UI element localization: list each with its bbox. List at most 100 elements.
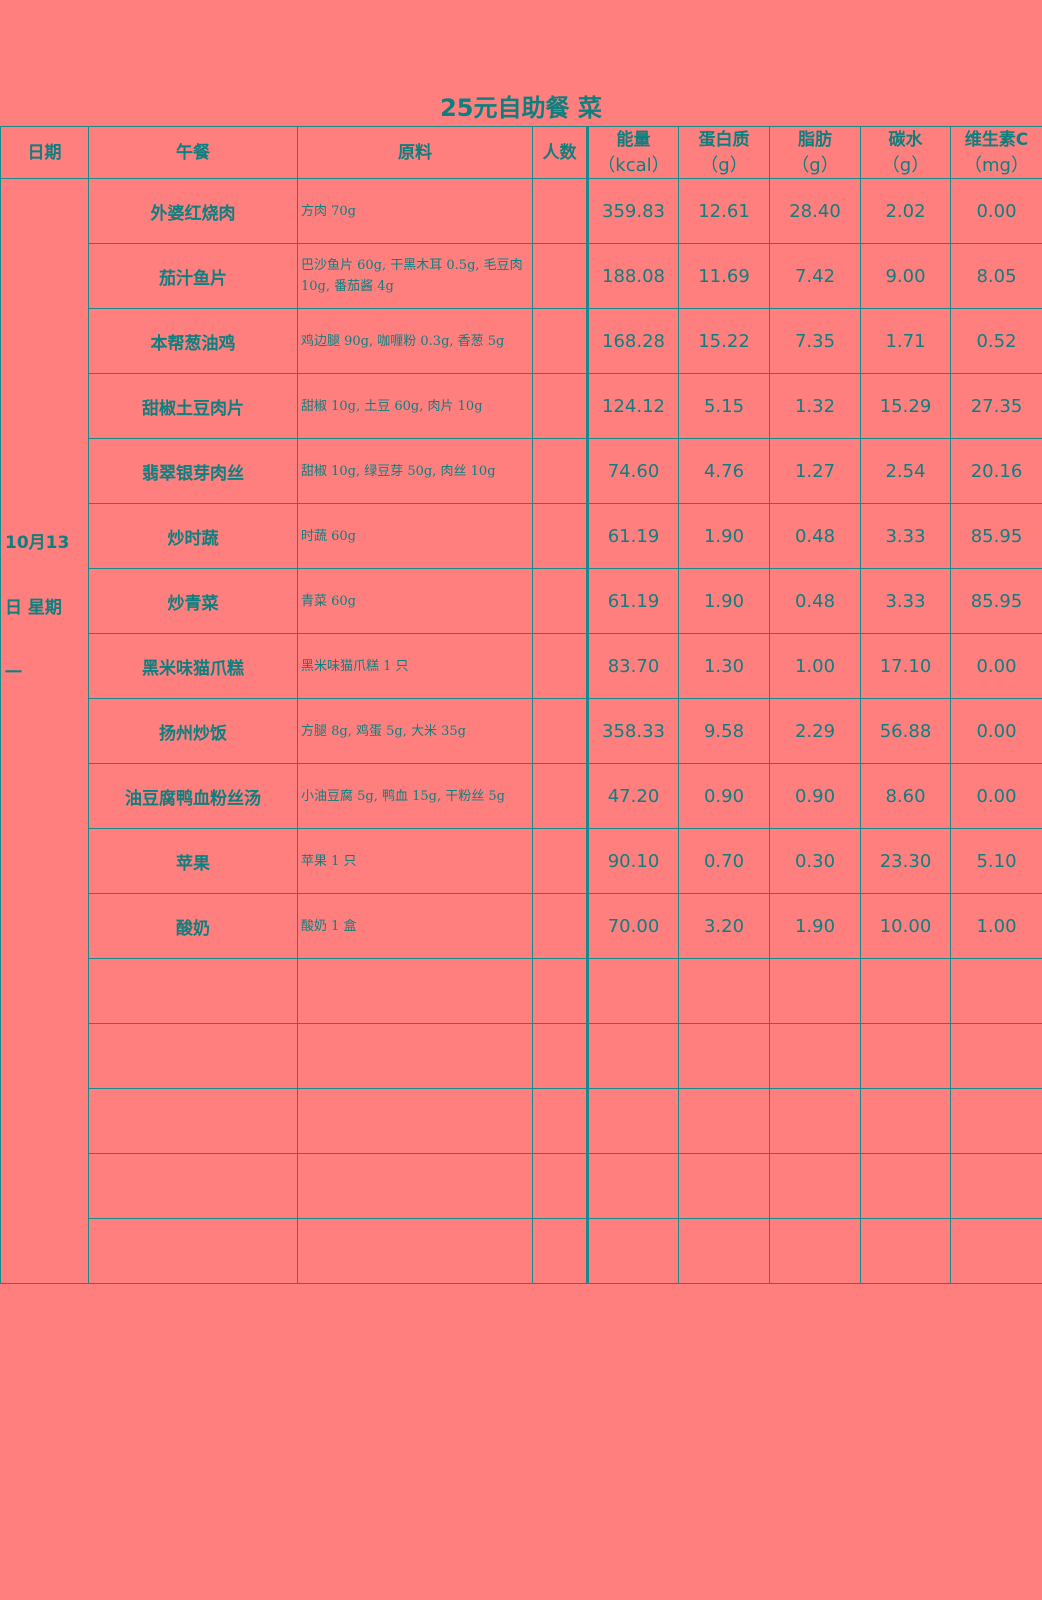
ingredients-cell: 时蔬 60g <box>297 503 533 569</box>
fat-cell: 0.48 <box>769 503 861 569</box>
energy-cell: 168.28 <box>586 308 679 374</box>
vitc-cell: 85.95 <box>950 568 1042 634</box>
fat-cell: 2.29 <box>769 698 861 764</box>
protein-cell: 5.15 <box>678 373 770 439</box>
fat-cell <box>769 1023 861 1089</box>
carbs-cell: 15.29 <box>860 373 951 439</box>
header-date: 日期 <box>0 126 89 179</box>
vitc-cell: 20.16 <box>950 438 1042 504</box>
dish-cell: 外婆红烧肉 <box>88 178 298 244</box>
carbs-cell: 1.71 <box>860 308 951 374</box>
people-cell <box>532 1088 588 1154</box>
energy-cell: 358.33 <box>586 698 679 764</box>
table-row: 黑米味猫爪糕 黑米味猫爪糕 1 只 83.70 1.30 1.00 17.10 0.00 <box>1 633 1042 699</box>
header-energy: 能量 （kcal） <box>586 126 679 179</box>
people-cell <box>532 893 588 959</box>
fat-cell: 7.35 <box>769 308 861 374</box>
carbs-cell: 10.00 <box>860 893 951 959</box>
carbs-cell: 23.30 <box>860 828 951 894</box>
table-row: 油豆腐鸭血粉丝汤 小油豆腐 5g, 鸭血 15g, 干粉丝 5g 47.20 0.90… <box>1 763 1042 829</box>
people-cell <box>532 1023 588 1089</box>
carbs-cell: 56.88 <box>860 698 951 764</box>
table-row: 扬州炒饭 方腿 8g, 鸡蛋 5g, 大米 35g 358.33 9.58 2.29 56… <box>1 698 1042 764</box>
energy-cell: 47.20 <box>586 763 679 829</box>
header-ingredients: 原料 <box>297 126 533 179</box>
ingredients-cell: 苹果 1 只 <box>297 828 533 894</box>
table-row: 翡翠银芽肉丝 甜椒 10g, 绿豆芽 50g, 肉丝 10g 74.60 4.76 1.… <box>1 438 1042 504</box>
vitc-cell: 0.00 <box>950 178 1042 244</box>
carbs-cell <box>860 1023 951 1089</box>
table-row <box>1 1023 1042 1089</box>
ingredients-cell: 巴沙鱼片 60g, 干黑木耳 0.5g, 毛豆肉 10g, 番茄酱 4g <box>297 243 533 309</box>
table-row <box>1 1088 1042 1154</box>
fat-cell <box>769 958 861 1024</box>
dish-cell: 翡翠银芽肉丝 <box>88 438 298 504</box>
fat-cell: 0.90 <box>769 763 861 829</box>
table-row <box>1 1218 1042 1284</box>
header-carbs: 碳水 （g） <box>860 126 951 179</box>
people-cell <box>532 1218 588 1284</box>
ingredients-cell <box>297 1023 533 1089</box>
protein-cell <box>678 1088 770 1154</box>
energy-cell <box>586 958 679 1024</box>
table-row <box>1 1153 1042 1219</box>
table-row: 炒时蔬 时蔬 60g 61.19 1.90 0.48 3.33 85.95 <box>1 503 1042 569</box>
protein-cell: 4.76 <box>678 438 770 504</box>
ingredients-cell: 黑米味猫爪糕 1 只 <box>297 633 533 699</box>
fat-cell <box>769 1088 861 1154</box>
dish-cell <box>88 1088 298 1154</box>
carbs-cell: 17.10 <box>860 633 951 699</box>
people-cell <box>532 503 588 569</box>
protein-cell: 11.69 <box>678 243 770 309</box>
ingredients-cell <box>297 1088 533 1154</box>
vitc-cell: 8.05 <box>950 243 1042 309</box>
header-energy-label: 能量 <box>616 130 651 150</box>
table-row: 10月13日 星期一 外婆红烧肉 方肉 70g 359.83 12.61 28.40 2.0… <box>0 178 1042 1284</box>
header-lunch: 午餐 <box>88 126 298 179</box>
carbs-cell: 2.02 <box>860 178 951 244</box>
header-carbs-unit: （g） <box>881 155 930 176</box>
fat-cell: 1.00 <box>769 633 861 699</box>
dish-cell: 甜椒土豆肉片 <box>88 373 298 439</box>
carbs-cell: 3.33 <box>860 568 951 634</box>
ingredients-cell: 小油豆腐 5g, 鸭血 15g, 干粉丝 5g <box>297 763 533 829</box>
energy-cell: 124.12 <box>586 373 679 439</box>
header-vitc-unit: （mg） <box>964 155 1029 176</box>
protein-cell: 1.30 <box>678 633 770 699</box>
energy-cell <box>586 1153 679 1219</box>
fat-cell <box>769 1153 861 1219</box>
dish-cell <box>88 1218 298 1284</box>
table-row: 炒青菜 青菜 60g 61.19 1.90 0.48 3.33 85.95 <box>1 568 1042 634</box>
header-fat: 脂肪 （g） <box>769 126 861 179</box>
ingredients-cell <box>297 1218 533 1284</box>
header-vitc: 维生素C （mg） <box>950 126 1042 179</box>
protein-cell <box>678 1218 770 1284</box>
vitc-cell: 0.52 <box>950 308 1042 374</box>
energy-cell: 188.08 <box>586 243 679 309</box>
carbs-cell <box>860 1218 951 1284</box>
carbs-cell <box>860 1088 951 1154</box>
vitc-cell <box>950 1088 1042 1154</box>
dish-cell: 炒时蔬 <box>88 503 298 569</box>
table-row: 苹果 苹果 1 只 90.10 0.70 0.30 23.30 5.10 <box>1 828 1042 894</box>
people-cell <box>532 438 588 504</box>
page-title: 25元自助餐 菜 <box>440 94 602 122</box>
energy-cell <box>586 1218 679 1284</box>
protein-cell <box>678 1023 770 1089</box>
ingredients-cell: 酸奶 1 盒 <box>297 893 533 959</box>
dish-cell: 黑米味猫爪糕 <box>88 633 298 699</box>
protein-cell <box>678 958 770 1024</box>
ingredients-cell: 方肉 70g <box>297 178 533 244</box>
people-cell <box>532 373 588 439</box>
carbs-cell: 3.33 <box>860 503 951 569</box>
fat-cell: 1.90 <box>769 893 861 959</box>
header-protein-unit: （g） <box>700 155 748 176</box>
date-text: 10月13日 星期一 <box>5 533 70 683</box>
table-row <box>1 958 1042 1024</box>
vitc-cell <box>950 1023 1042 1089</box>
protein-cell <box>678 1153 770 1219</box>
dish-cell: 炒青菜 <box>88 568 298 634</box>
energy-cell: 61.19 <box>586 568 679 634</box>
vitc-cell <box>950 1218 1042 1284</box>
ingredients-cell: 鸡边腿 90g, 咖喱粉 0.3g, 香葱 5g <box>297 308 533 374</box>
